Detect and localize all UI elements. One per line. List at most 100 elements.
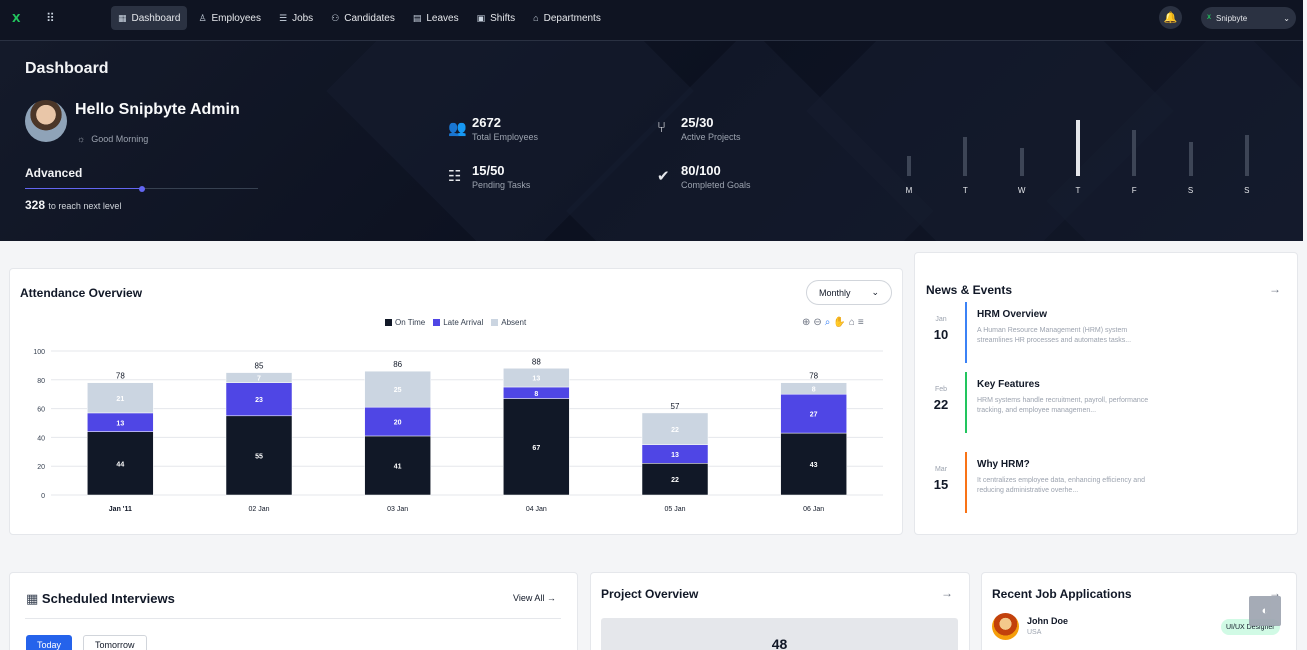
menu-icon[interactable]: ≡ [857, 317, 864, 328]
stat-label: Total Employees [472, 132, 539, 142]
bar-data-label: 20 [394, 420, 402, 427]
applicant-name[interactable]: John Doe [1027, 616, 1069, 626]
week-day-label: T [962, 186, 968, 195]
time-of-day: Good Morning [91, 134, 149, 144]
bar-segment-late-arrival[interactable] [780, 393, 847, 434]
nav-label: Departments [543, 12, 601, 24]
bar-total-label: 78 [116, 372, 125, 381]
nav-jobs[interactable]: ☰ Jobs [272, 6, 320, 30]
bar-segment-late-arrival[interactable] [225, 382, 293, 417]
bar-segment-absent[interactable] [780, 382, 847, 395]
interviews-title-text: Scheduled Interviews [41, 591, 175, 606]
arrow-right-icon[interactable]: → [1269, 282, 1281, 296]
bar-segment-on-time[interactable] [780, 432, 847, 496]
bar-data-label: 41 [394, 463, 402, 470]
bar-total-label: 86 [393, 360, 402, 369]
bar-total-label: 85 [255, 362, 264, 371]
period-select[interactable]: Monthly ⌄ [806, 280, 892, 305]
app-grid-icon[interactable]: ⠿ [46, 11, 55, 25]
attendance-chart: 0 20 40 60 80 100 44 13 21 78 Jan '11 55 23 7 85 02 Jan… [33, 349, 883, 513]
period-value: Monthly [819, 287, 851, 298]
news-description: HRM systems handle recruitment, payroll,… [977, 397, 1149, 414]
bar-segment-absent[interactable] [87, 382, 154, 414]
nav-departments[interactable]: ⌂ Departments [526, 6, 608, 30]
y-tick-label: 0 [41, 493, 45, 500]
points-label: to reach next level [48, 201, 122, 211]
nav-label: Candidates [344, 12, 395, 24]
week-day-label: S [1244, 186, 1250, 195]
x-tick-label: 02 Jan [248, 506, 269, 513]
week-day-label: M [905, 186, 913, 195]
news-month: Feb [934, 386, 948, 393]
stat-text: 80/100 Completed Goals [681, 163, 751, 190]
pan-icon[interactable]: ✋ [833, 317, 846, 328]
attendance-card [9, 268, 903, 535]
divider [25, 618, 561, 619]
y-tick-label: 80 [37, 378, 45, 385]
bar-segment-absent[interactable] [641, 412, 709, 445]
legend-item[interactable]: On Time [385, 318, 425, 327]
bar-segment-late-arrival[interactable] [364, 406, 431, 437]
nav-candidates[interactable]: ⚇ Candidates [324, 6, 402, 30]
list-icon: ☰ [278, 12, 288, 23]
bar-data-label: 25 [394, 387, 402, 394]
arrow-right-icon[interactable]: → [941, 586, 953, 600]
news-title: HRM Overview [977, 309, 1048, 320]
notification-bell-icon[interactable]: 🔔 [1159, 6, 1182, 29]
week-bar [1075, 120, 1080, 176]
news-accent-bar [965, 372, 967, 433]
floating-help-icon[interactable]: ◐ [1249, 596, 1281, 626]
week-day-label: W [1017, 186, 1026, 195]
legend-swatch [433, 319, 441, 326]
bar-segment-on-time[interactable] [503, 398, 570, 496]
stat-text: 25/30 Active Projects [681, 115, 741, 142]
nav-dashboard[interactable]: ▦ Dashboard [111, 6, 188, 30]
level-progress-knob [138, 186, 145, 192]
bar-data-label: 13 [116, 420, 124, 427]
brand-logo[interactable]: X [12, 12, 21, 25]
points-value: 328 [25, 198, 46, 212]
bar-segment-absent[interactable] [225, 372, 293, 383]
candidates-icon: ⚇ [331, 12, 340, 23]
stat-value: 2672 [472, 115, 501, 130]
bar-segment-on-time[interactable] [225, 415, 293, 496]
news-accent-bar [965, 452, 967, 513]
view-all-link[interactable]: View All → [513, 593, 556, 603]
zoom-in-icon[interactable]: ⊕ [802, 317, 811, 328]
news-month: Mar [934, 466, 948, 473]
week-day-label: F [1131, 186, 1137, 195]
zoom-out-icon[interactable]: ⊖ [813, 317, 822, 328]
legend-item[interactable]: Late Arrival [433, 318, 483, 327]
stat-value: 80/100 [681, 163, 721, 178]
nav-label: Leaves [426, 12, 459, 24]
attendance-title: Attendance Overview [20, 286, 143, 300]
search-zoom-icon[interactable]: ⌕ [824, 317, 831, 328]
news-month: Jan [935, 316, 947, 323]
legend-item[interactable]: Absent [491, 318, 526, 327]
arrow-right-icon: → [546, 593, 556, 603]
nav-shifts[interactable]: ▣ Shifts [470, 6, 523, 30]
user-menu[interactable]: X Snipbyte ⌄ [1201, 7, 1296, 29]
user-icon: ♙ [198, 12, 207, 23]
chevron-down-icon: ⌄ [1283, 13, 1290, 23]
nav-leaves[interactable]: ▤ Leaves [406, 6, 466, 30]
nav-employees[interactable]: ♙ Employees [191, 6, 268, 30]
tab-today[interactable]: Today [26, 635, 73, 650]
view-all-label: View All [513, 593, 545, 603]
bar-segment-absent[interactable] [503, 368, 570, 388]
x-tick-label: 06 Jan [803, 506, 824, 513]
calendar-icon: ▣ [476, 12, 486, 23]
tab-tomorrow[interactable]: Tomorrow [83, 635, 147, 650]
bar-segment-absent[interactable] [364, 370, 431, 408]
bar-segment-on-time[interactable] [641, 463, 709, 496]
hero-banner: Dashboard Hello Snipbyte Admin ☼ Good Mo… [0, 41, 1303, 241]
bar-data-label: 55 [255, 453, 263, 460]
week-bar [1132, 129, 1137, 176]
news-card [914, 252, 1298, 535]
news-title: Key Features [977, 379, 1040, 390]
project-overview-title: Project Overview [601, 587, 699, 601]
home-icon[interactable]: ⌂ [848, 317, 855, 328]
bar-segment-on-time[interactable] [364, 435, 431, 496]
bar-segment-on-time[interactable] [87, 431, 154, 496]
chart-toolbar: ⊕ ⊖ ⌕ ✋ ⌂ ≡ [802, 317, 864, 328]
